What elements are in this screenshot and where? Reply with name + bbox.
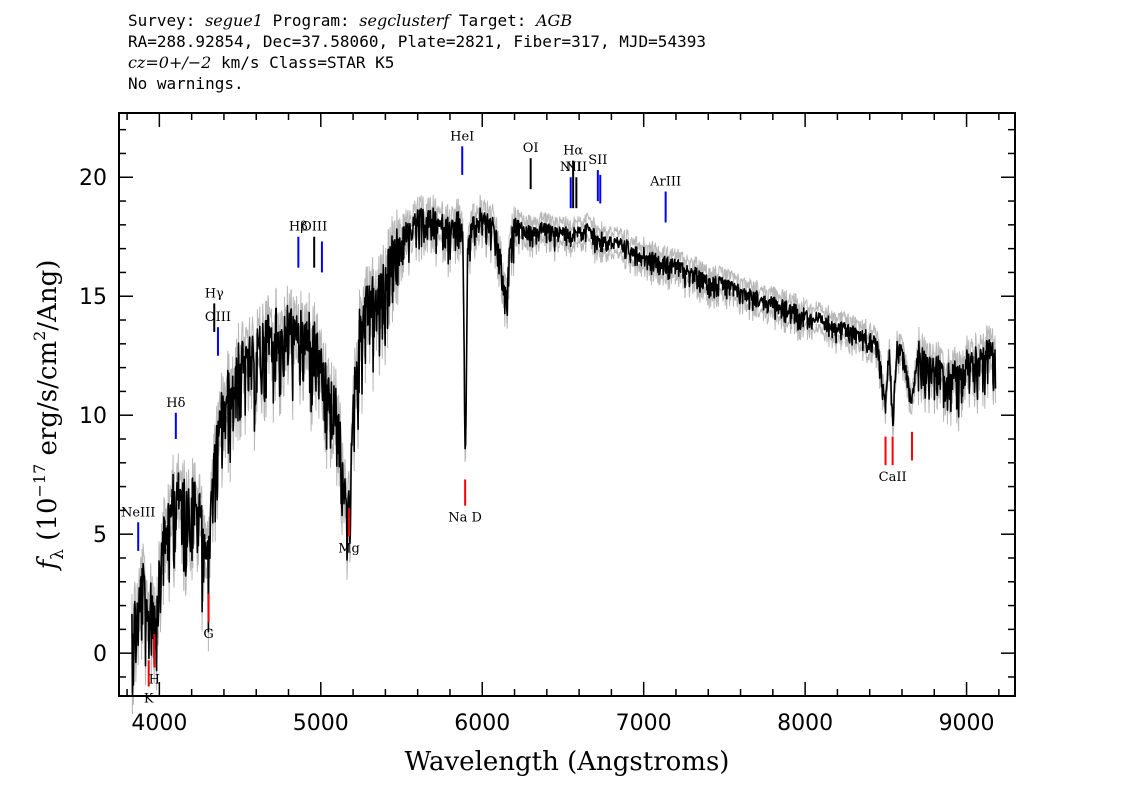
y-tick-label: 10 xyxy=(79,404,107,429)
line-label: NII xyxy=(560,160,582,175)
survey-label: Survey: xyxy=(128,11,196,30)
plot-frame xyxy=(118,112,1016,697)
x-tick-label: 4000 xyxy=(131,711,187,736)
spectrum-flux-line xyxy=(131,207,997,696)
line-label: OIII xyxy=(301,220,327,235)
class-value: km/s Class=STAR K5 xyxy=(211,53,395,72)
line-label: OI xyxy=(523,141,539,156)
axis-ticks: 4000 5000 6000 7000 8000 9000 0 5 10 15 20 xyxy=(79,113,1015,736)
line-label: ArIII xyxy=(649,175,681,190)
cz-value: cz=0+/−2 xyxy=(128,53,212,72)
line-label: SII xyxy=(588,153,607,168)
line-label: Hβ xyxy=(289,220,308,235)
x-tick-label: 6000 xyxy=(454,711,510,736)
y-tick-label: 0 xyxy=(93,642,107,667)
target-label: Target: xyxy=(458,11,527,30)
x-axis-title: Wavelength (Angstroms) xyxy=(405,747,730,777)
line-label: NII xyxy=(566,160,588,175)
y-tick-label: 5 xyxy=(93,523,107,548)
line-label: OIII xyxy=(205,310,231,325)
y-tick-label: 20 xyxy=(79,166,107,191)
header-line-redshift: cz=0+/−2 km/s Class=STAR K5 xyxy=(128,52,706,73)
spectrum-header: Survey: segue1 Program: segclusterf Targ… xyxy=(128,10,706,94)
line-label: G xyxy=(203,627,213,642)
line-label: H xyxy=(149,672,160,687)
header-line-coordinates: RA=288.92854, Dec=37.58060, Plate=2821, … xyxy=(128,32,706,51)
x-tick-label: 9000 xyxy=(939,711,995,736)
program-value: segclusterf xyxy=(359,11,450,30)
line-label: Mg xyxy=(338,542,360,557)
line-label: Hδ xyxy=(166,396,185,411)
x-tick-label: 7000 xyxy=(616,711,672,736)
survey-value: segue1 xyxy=(205,11,263,30)
line-label: Na D xyxy=(448,511,482,526)
spectrum-error-lower xyxy=(131,221,996,715)
program-label: Program: xyxy=(272,11,350,30)
line-label: Hγ xyxy=(205,286,224,301)
x-tick-label: 8000 xyxy=(777,711,833,736)
line-label: HeI xyxy=(450,129,474,144)
target-value: AGB xyxy=(536,11,573,30)
line-label: K xyxy=(144,691,154,706)
y-tick-label: 15 xyxy=(79,285,107,310)
line-label: Hα xyxy=(563,144,583,159)
line-label: NeIII xyxy=(121,505,155,520)
line-label: CaII xyxy=(879,470,907,485)
y-axis-title: fλ (10−17 erg/s/cm2/Ang) xyxy=(30,260,68,572)
x-tick-label: 5000 xyxy=(293,711,349,736)
header-line-warnings: No warnings. xyxy=(128,74,244,93)
spectrum-error-upper xyxy=(131,194,996,675)
header-line-survey: Survey: segue1 Program: segclusterf Targ… xyxy=(128,10,706,31)
plot-area xyxy=(131,194,997,715)
